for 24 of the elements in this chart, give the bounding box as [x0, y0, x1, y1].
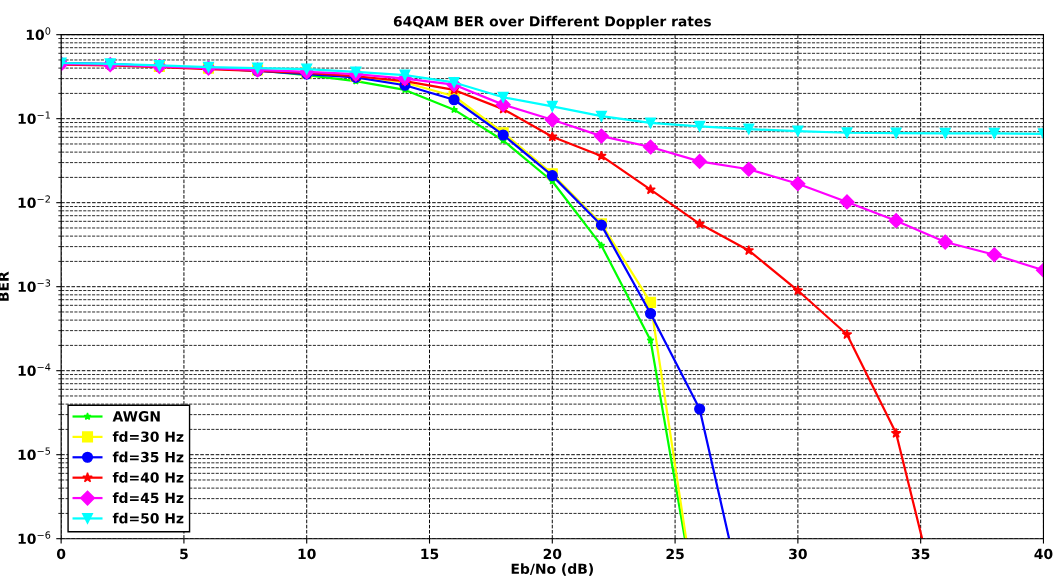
x-tick-label: 0: [56, 548, 66, 560]
legend-label: fd=35 Hz: [112, 451, 184, 463]
y-tick-label: 10$^{0}$: [26, 27, 51, 41]
legend-label: fd=40 Hz: [112, 471, 184, 483]
legend-label: fd=30 Hz: [112, 431, 184, 442]
y-tick-label: 10$^{−1}$: [18, 111, 50, 125]
x-axis-title: Eb/No (dB): [511, 563, 593, 576]
x-tick-label: 15: [421, 548, 439, 560]
legend-label: AWGN: [112, 411, 160, 422]
x-tick-label: 5: [180, 548, 188, 560]
chart-title: 64QAM BER over Different Doppler rates: [393, 15, 711, 30]
x-tick-label: 25: [666, 548, 684, 560]
x-tick-label: 20: [543, 548, 562, 560]
x-tick-label: 35: [911, 548, 930, 560]
y-tick-label: 10$^{−3}$: [18, 279, 51, 293]
y-tick-label: 10$^{−2}$: [18, 195, 50, 209]
y-tick-label: 10$^{−4}$: [18, 363, 51, 377]
y-tick-label: 10$^{−6}$: [18, 531, 51, 545]
x-tick-label: 30: [789, 548, 807, 560]
x-tick-label: 10: [298, 548, 316, 560]
legend-label: fd=45 Hz: [112, 492, 184, 504]
x-tick-label: 40: [1034, 548, 1053, 560]
legend-label: fd=50 Hz: [112, 512, 184, 524]
y-tick-label: 10$^{−5}$: [18, 447, 51, 461]
